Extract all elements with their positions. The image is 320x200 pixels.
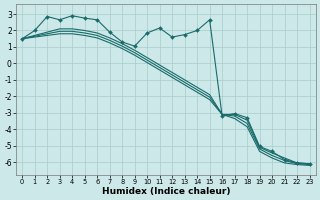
X-axis label: Humidex (Indice chaleur): Humidex (Indice chaleur) — [102, 187, 230, 196]
